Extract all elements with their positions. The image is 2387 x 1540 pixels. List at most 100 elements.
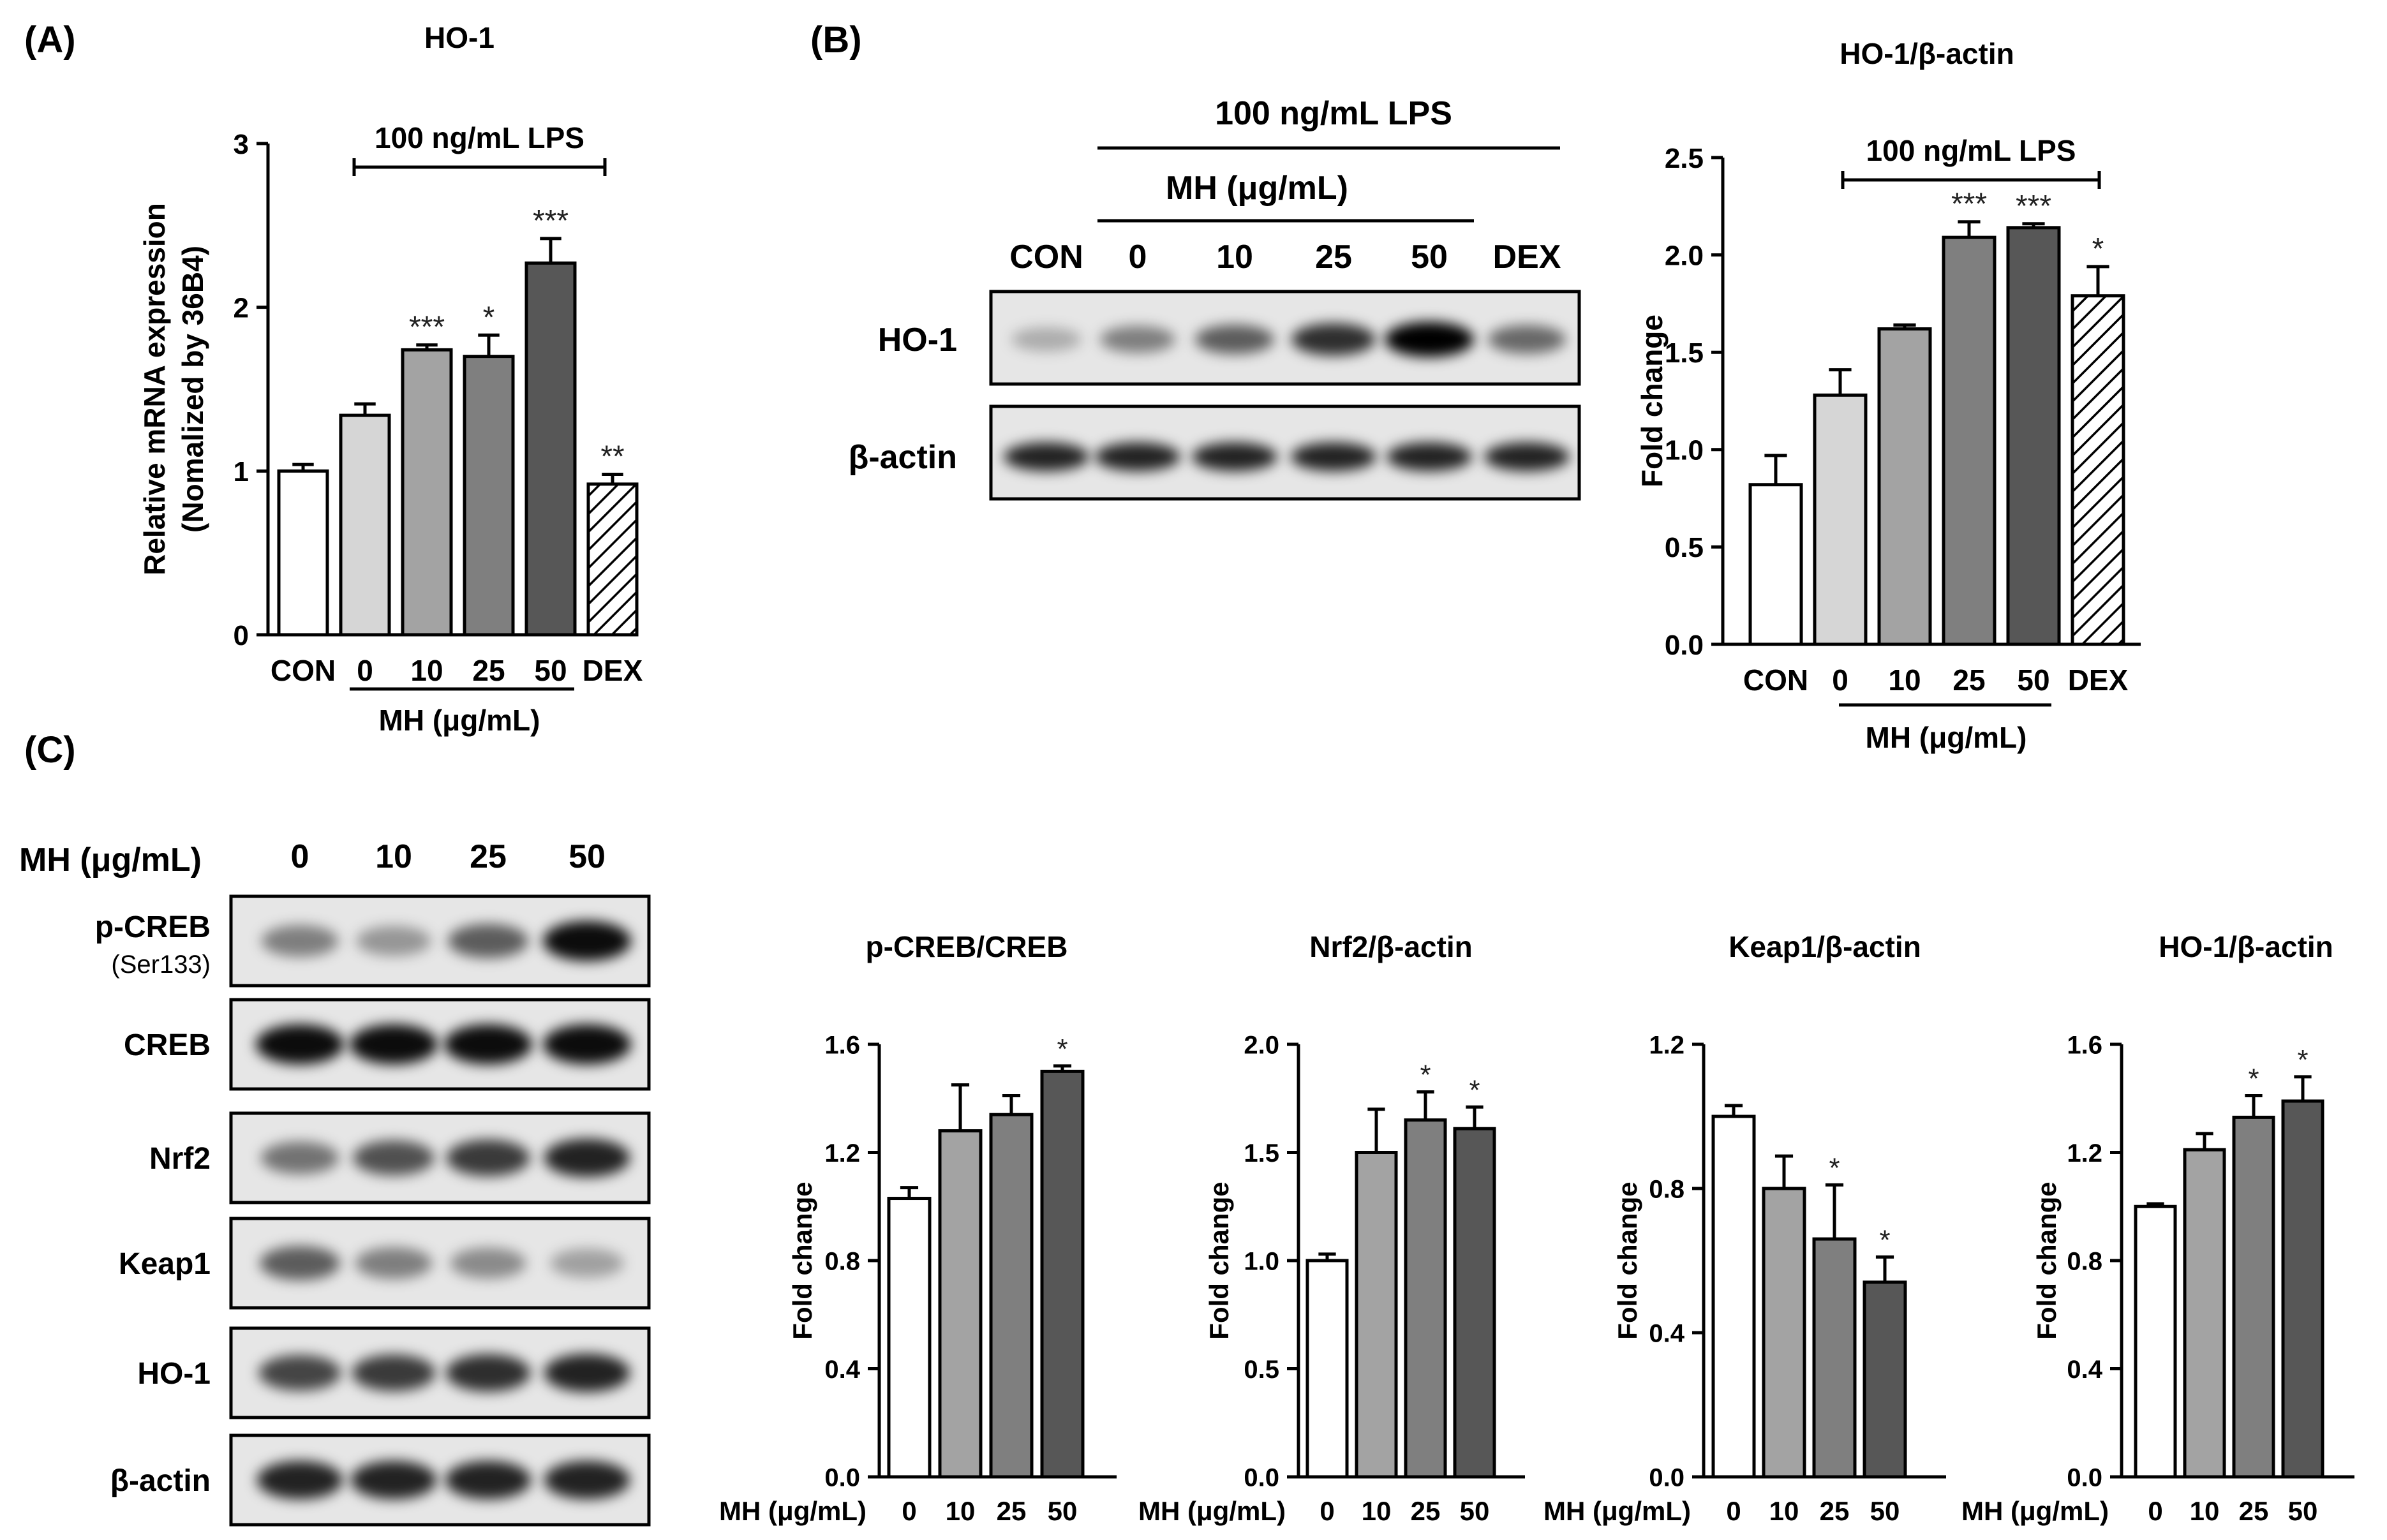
blot-b-lane-label: 25 xyxy=(1315,239,1352,276)
y-tick-label: 1.6 xyxy=(824,1031,860,1059)
x-tick-label: 0 xyxy=(902,1496,916,1526)
blot-c-row-label: Keap1 xyxy=(119,1247,211,1281)
x-tick-label: 10 xyxy=(1362,1496,1392,1526)
x-tick-label: 10 xyxy=(946,1496,976,1526)
y-tick-label: 2.0 xyxy=(1665,240,1704,271)
bar xyxy=(2134,1204,2177,1479)
x-tick-label: 25 xyxy=(997,1496,1027,1526)
bar xyxy=(2232,1115,2275,1479)
y-tick-label: 0.5 xyxy=(1244,1356,1279,1384)
significance-mark: * xyxy=(1829,1152,1840,1183)
bar xyxy=(1762,1187,1806,1479)
y-tick-label: 0.5 xyxy=(1665,532,1704,563)
blot-c-row-label: p-CREB xyxy=(95,910,211,944)
x-tick-label: 50 xyxy=(534,654,567,687)
blot-b-lane-label: 10 xyxy=(1216,239,1253,276)
blot-band xyxy=(1195,325,1274,354)
y-tick-label: 0.0 xyxy=(2067,1463,2102,1492)
blot-band xyxy=(1004,442,1089,471)
y-tick-label: 0.4 xyxy=(1649,1319,1684,1347)
bar xyxy=(1404,1118,1447,1479)
y-axis-label: Fold change xyxy=(787,1181,817,1339)
bar xyxy=(1748,483,1803,646)
blot-band xyxy=(542,921,632,961)
blot-c-row-label: HO-1 xyxy=(137,1357,211,1391)
bar xyxy=(1863,1280,1907,1479)
blot-b-row-label: β-actin xyxy=(849,439,957,476)
x-axis-label: MH (μg/mL) xyxy=(1961,1496,2109,1526)
y-tick-label: 1.2 xyxy=(824,1139,860,1167)
significance-mark: * xyxy=(1469,1074,1480,1106)
x-tick-label: CON xyxy=(271,654,336,687)
x-tick-label: 0 xyxy=(1320,1496,1334,1526)
x-tick-label: 50 xyxy=(1460,1496,1490,1526)
y-tick-label: 1.5 xyxy=(1244,1139,1279,1167)
chart-title: HO-1/β-actin xyxy=(1840,37,2014,70)
significance-mark: * xyxy=(2092,232,2104,266)
bar xyxy=(339,413,391,637)
bar xyxy=(1453,1127,1496,1479)
blot-band xyxy=(544,1353,630,1393)
significance-mark: *** xyxy=(409,311,445,344)
x-tick-label: 25 xyxy=(472,654,505,687)
bar xyxy=(1813,393,1868,646)
blot-band xyxy=(257,1460,343,1500)
blot-band xyxy=(445,1354,531,1392)
blot-band xyxy=(260,1246,340,1280)
significance-mark: ** xyxy=(600,440,624,473)
y-axis-label: Fold change xyxy=(2032,1181,2062,1339)
blot-c-lane-label: 10 xyxy=(375,838,412,875)
y-tick-label: 1.2 xyxy=(2067,1139,2102,1167)
blot-band xyxy=(542,1024,632,1065)
y-tick-label: 0 xyxy=(234,620,249,651)
blot-band xyxy=(1387,442,1472,471)
bar xyxy=(1355,1151,1398,1479)
x-axis-label: MH (μg/mL) xyxy=(719,1496,866,1526)
blot-band xyxy=(544,1138,630,1178)
y-tick-label: 1.0 xyxy=(1665,435,1704,466)
chart-c1: p-CREB/CREB 0.0 0.4 0.8 1.2 1.6 Fold change 0 10… xyxy=(719,930,1117,1526)
blot-band xyxy=(350,1460,437,1500)
treatment-label: 100 ng/mL LPS xyxy=(375,121,584,154)
y-tick-label: 0.0 xyxy=(1244,1463,1279,1492)
x-tick-label: 25 xyxy=(1411,1496,1441,1526)
y-tick-label: 0.4 xyxy=(2067,1356,2102,1384)
significance-mark: *** xyxy=(1951,188,1987,221)
blot-c-row-label: β-actin xyxy=(110,1464,211,1498)
bar xyxy=(1877,327,1932,646)
y-tick-label: 0.4 xyxy=(824,1356,860,1384)
chart-title: Nrf2/β-actin xyxy=(1309,930,1473,963)
chart-title: HO-1/β-actin xyxy=(2159,930,2333,963)
blot-band xyxy=(258,1354,341,1391)
western-blot-c: MH (μg/mL) 0 10 25 50 p-CREB (Ser133) CREB Nrf… xyxy=(19,838,651,1527)
blot-band xyxy=(445,1460,532,1500)
blot-b-membrane xyxy=(989,404,1581,501)
bar xyxy=(938,1129,983,1479)
blot-b-lane-label: CON xyxy=(1009,239,1083,276)
x-tick-label: 0 xyxy=(1832,663,1848,697)
panel-label-a: (A) xyxy=(24,19,76,61)
blot-band xyxy=(355,1247,433,1279)
y-tick-label: 0.8 xyxy=(1649,1175,1684,1203)
y-tick-label: 1.0 xyxy=(1244,1247,1279,1275)
y-tick-label: 2.5 xyxy=(1665,143,1704,174)
blot-c-row-label: CREB xyxy=(124,1028,211,1062)
bar xyxy=(1812,1237,1857,1479)
bar xyxy=(1305,1259,1349,1479)
bar xyxy=(2006,226,2061,646)
panel-label-c: (C) xyxy=(24,729,76,771)
blot-band xyxy=(255,1024,345,1065)
chart-title: HO-1 xyxy=(424,21,495,54)
blot-b-lps-label: 100 ng/mL LPS xyxy=(1215,95,1452,132)
y-tick-label: 0.0 xyxy=(1665,630,1704,661)
western-blot-b: 100 ng/mL LPS MH (μg/mL) CON 0 10 25 50 DEX H… xyxy=(849,95,1581,501)
bar xyxy=(1711,1114,1756,1479)
chart-title: p-CREB/CREB xyxy=(866,930,1068,963)
blot-b-lane-label: 50 xyxy=(1411,239,1448,276)
y-tick-label: 2.0 xyxy=(1244,1031,1279,1059)
x-tick-label: 0 xyxy=(1726,1496,1741,1526)
chart-title: Keap1/β-actin xyxy=(1729,930,1921,963)
blot-c-row-sublabel: (Ser133) xyxy=(111,951,211,979)
blot-b-lane-label: 0 xyxy=(1129,239,1147,276)
blot-band xyxy=(352,1354,436,1391)
